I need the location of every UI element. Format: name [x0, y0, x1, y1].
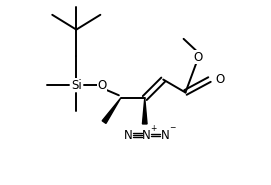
Text: N: N	[142, 129, 151, 142]
Text: +: +	[150, 124, 157, 132]
Text: N: N	[124, 129, 133, 142]
Text: O: O	[194, 51, 203, 64]
Polygon shape	[143, 98, 147, 124]
Text: Si: Si	[71, 79, 82, 92]
Text: N: N	[161, 129, 169, 142]
Text: −: −	[169, 124, 175, 132]
Text: O: O	[215, 73, 224, 86]
Polygon shape	[102, 98, 121, 123]
Text: O: O	[98, 79, 107, 92]
